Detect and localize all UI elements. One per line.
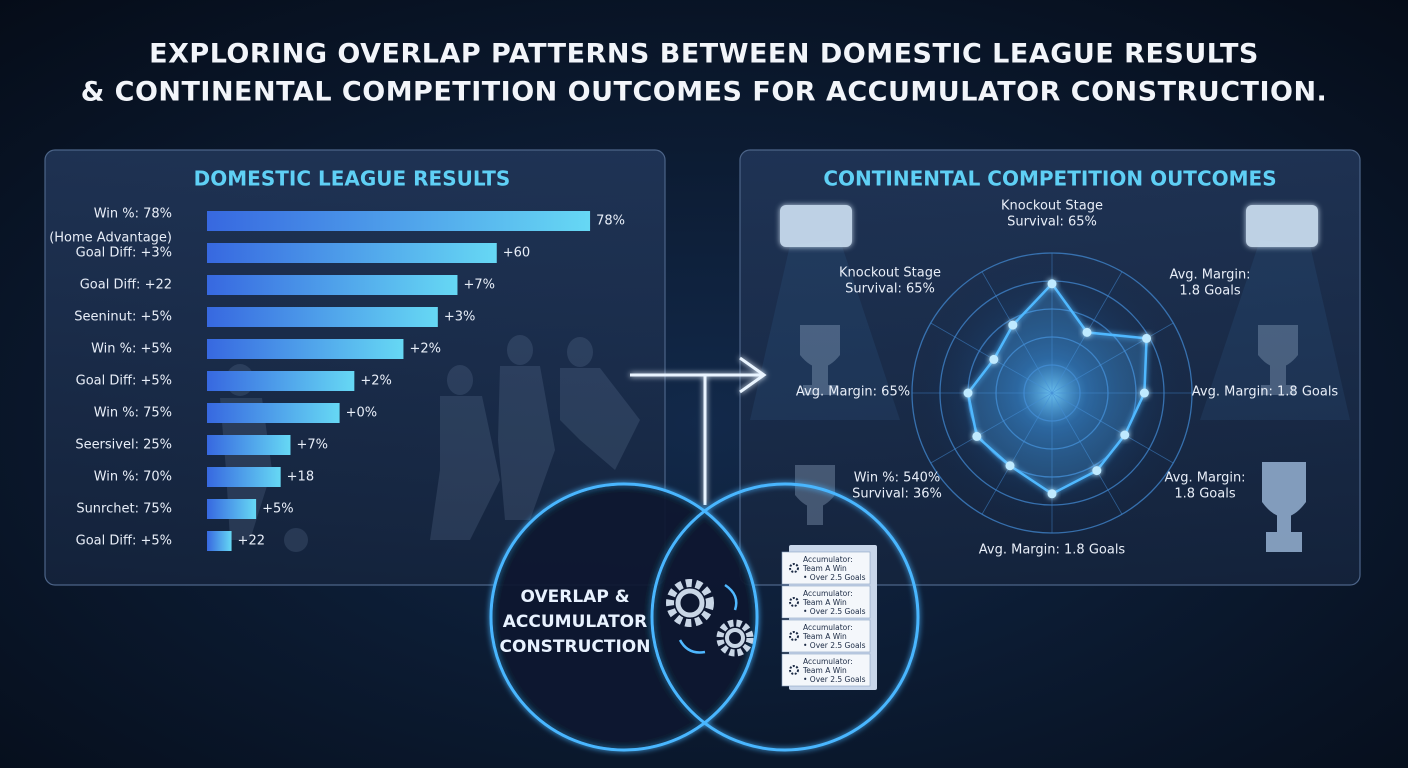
card-text: Team A Win — [802, 632, 847, 641]
category-label: Goal Diff: +3% — [76, 246, 172, 261]
bar-label: +60 — [503, 246, 530, 261]
stadium-lights — [750, 205, 1350, 420]
radar-point — [1139, 388, 1149, 398]
radar-point — [1092, 466, 1102, 476]
accumulator-card — [781, 653, 871, 687]
accumulator-card — [781, 585, 871, 619]
card-text: Team A Win — [802, 564, 847, 573]
accumulator-cards: Accumulator:Team A Win• Over 2.5 GoalsAc… — [781, 545, 877, 690]
radar-point — [1005, 461, 1015, 471]
card-icon — [789, 631, 799, 641]
bar-label: +3% — [444, 310, 476, 325]
bar — [207, 243, 497, 263]
card-text: • Over 2.5 Goals — [803, 573, 866, 582]
venn-label: OVERLAP & — [520, 587, 629, 607]
bar-label: +22 — [238, 534, 265, 549]
radar-annotation: Win %: 540% — [854, 471, 941, 486]
radar-point — [1047, 279, 1057, 289]
bar — [207, 531, 232, 551]
radar-point — [1120, 430, 1130, 440]
bar-chart: 78% Win %: 78% +60 Goal Diff: +3% +7% Goal Di… — [49, 207, 625, 551]
connector-arrow — [630, 356, 767, 505]
radar-annotation: Avg. Margin: 65% — [796, 385, 910, 400]
category-label: Win %: +5% — [91, 342, 172, 357]
bar-label: +2% — [360, 374, 392, 389]
radar-annotation: Survival: 65% — [1007, 215, 1097, 230]
radar-annotation: Knockout Stage — [1001, 199, 1103, 214]
venn-label: CONSTRUCTION — [500, 637, 651, 657]
trophies — [795, 325, 1298, 525]
silhouettes — [220, 335, 640, 552]
category-label: Sunrchet: 75% — [76, 502, 172, 517]
gears — [666, 579, 754, 657]
accumulator-card — [781, 619, 871, 653]
radar-annotation: Avg. Margin: 1.8 Goals — [979, 543, 1126, 558]
bar — [207, 275, 458, 295]
card-text: Accumulator: — [803, 623, 853, 632]
radar-annotation: Avg. Margin: — [1164, 471, 1245, 486]
bar — [207, 403, 340, 423]
radar-annotation: Survival: 36% — [852, 487, 942, 502]
radar-point — [1142, 333, 1152, 343]
bar — [207, 499, 257, 519]
radar-annotation: Survival: 65% — [845, 282, 935, 297]
card-icon — [789, 665, 799, 675]
radar-annotation: Avg. Margin: 1.8 Goals — [1192, 385, 1339, 400]
category-label: Goal Diff: +22 — [80, 278, 172, 293]
radar-annotation: Knockout Stage — [839, 266, 941, 281]
left-panel — [44, 149, 666, 586]
bar-label: +5% — [262, 502, 294, 517]
category-label: Goal Diff: +5% — [76, 534, 172, 549]
bar-label: +7% — [463, 278, 495, 293]
radar-point — [972, 431, 982, 441]
venn-label: ACCUMULATOR — [503, 612, 647, 632]
bar-label: 78% — [596, 214, 625, 229]
card-icon — [789, 563, 799, 573]
category-note: (Home Advantage) — [49, 231, 172, 246]
radar-point — [963, 388, 973, 398]
venn-circles — [489, 482, 920, 752]
category-label: Win %: 75% — [94, 406, 172, 421]
card-text: Team A Win — [802, 666, 847, 675]
main-title: EXPLORING OVERLAP PATTERNS BETWEEN DOMES… — [149, 39, 1259, 70]
radar-annotation: 1.8 Goals — [1179, 284, 1240, 299]
card-text: • Over 2.5 Goals — [803, 607, 866, 616]
radar-point — [989, 354, 999, 364]
radar-annotation: Avg. Margin: — [1169, 268, 1250, 283]
bar — [207, 467, 281, 487]
radar-annotation: 1.8 Goals — [1174, 487, 1235, 502]
bar-label: +18 — [287, 470, 314, 485]
chart-title: CONTINENTAL COMPETITION OUTCOMES — [823, 167, 1276, 191]
radar-point — [1082, 327, 1092, 337]
bar-label: +0% — [346, 406, 378, 421]
bar — [207, 307, 438, 327]
card-text: • Over 2.5 Goals — [803, 675, 866, 684]
bar-label: +7% — [296, 438, 328, 453]
bar — [207, 339, 404, 359]
main-title: & CONTINENTAL COMPETITION OUTCOMES FOR A… — [81, 77, 1328, 108]
card-text: Accumulator: — [803, 555, 853, 564]
bar — [207, 371, 355, 391]
radar-point — [1008, 320, 1018, 330]
category-label: Seersivel: 25% — [75, 438, 172, 453]
bar — [207, 211, 591, 231]
card-text: Accumulator: — [803, 657, 853, 666]
category-label: Win %: 78% — [94, 207, 172, 222]
category-label: Seeninut: +5% — [74, 310, 172, 325]
bar-label: +2% — [409, 342, 441, 357]
trophy-highlight — [1262, 462, 1306, 552]
card-text: Team A Win — [802, 598, 847, 607]
accumulator-card — [781, 551, 871, 585]
card-text: Accumulator: — [803, 589, 853, 598]
bar — [207, 435, 291, 455]
category-label: Goal Diff: +5% — [76, 374, 172, 389]
card-text: • Over 2.5 Goals — [803, 641, 866, 650]
category-label: Win %: 70% — [94, 470, 172, 485]
radar-point — [1047, 489, 1057, 499]
chart-title: DOMESTIC LEAGUE RESULTS — [194, 167, 511, 191]
card-icon — [789, 597, 799, 607]
